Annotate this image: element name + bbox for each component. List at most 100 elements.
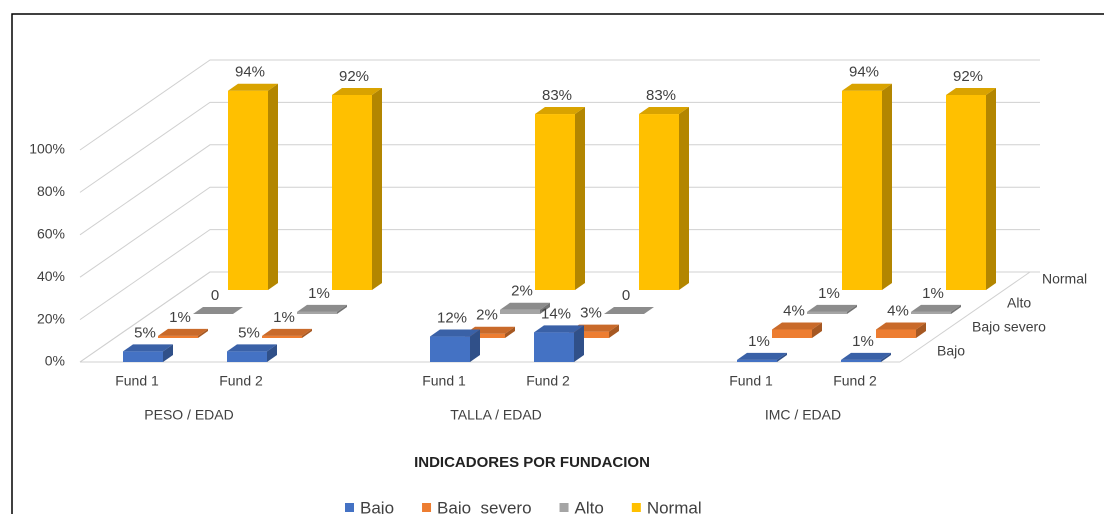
bar-front: [332, 94, 372, 291]
bar: [876, 322, 926, 338]
bar-top: [535, 107, 585, 115]
bar-side: [882, 83, 892, 290]
bar-side: [575, 107, 585, 290]
bar-side: [609, 324, 619, 338]
bar-front: [772, 329, 812, 338]
grid-line: [79, 271, 1040, 363]
data-label: 92%: [953, 68, 983, 85]
data-label: 94%: [235, 64, 265, 81]
grid-line: [79, 101, 1040, 193]
bar: [430, 329, 480, 362]
grid-line: [79, 186, 1040, 278]
data-label: 92%: [339, 68, 369, 85]
bar: [737, 352, 787, 362]
bar: [332, 87, 382, 291]
bar-side: [470, 329, 480, 362]
x-tick-label: Fund 1: [422, 373, 466, 389]
x-tick-label: Fund 2: [219, 373, 263, 389]
bar-top: [262, 328, 312, 336]
bar: [535, 107, 585, 290]
bar-front: [430, 336, 470, 362]
legend-label: Alto: [575, 498, 604, 514]
bar-top: [297, 304, 347, 312]
data-label: 0: [211, 287, 219, 304]
bar-front: [737, 359, 777, 362]
bar: [123, 344, 173, 362]
bar-side: [951, 304, 961, 314]
bar-top: [946, 87, 996, 95]
bar-front: [911, 311, 951, 314]
bar-top: [227, 344, 277, 352]
bar-top: [841, 352, 891, 360]
bar: [534, 325, 584, 362]
bar-top: [430, 329, 480, 337]
bar-side: [302, 328, 312, 338]
bar-front: [807, 311, 847, 314]
data-label: 2%: [511, 283, 533, 300]
group-label: IMC / EDAD: [765, 407, 841, 423]
bar-side: [540, 302, 550, 314]
legend-swatch: [422, 503, 432, 512]
bar: [842, 83, 892, 290]
bar-side: [267, 344, 277, 362]
bar-front: [534, 332, 574, 362]
bar-front: [123, 351, 163, 362]
bar-top: [737, 352, 787, 360]
bar-front: [500, 309, 540, 314]
bar-front: [227, 351, 267, 362]
data-label: 5%: [134, 324, 156, 341]
bar-top: [807, 304, 857, 312]
y-tick-label: 80%: [37, 183, 65, 199]
y-tick-label: 40%: [37, 268, 65, 284]
bar-top: [500, 302, 550, 310]
bar-top: [772, 322, 822, 330]
depth-label: Bajo severo: [972, 319, 1046, 335]
data-label: 1%: [748, 333, 770, 350]
bar-top: [534, 325, 584, 333]
bar: [772, 322, 822, 338]
depth-label: Bajo: [937, 343, 965, 359]
y-tick-label: 20%: [37, 310, 65, 326]
legend-label: Normal: [647, 498, 702, 514]
bar-side: [505, 326, 515, 338]
grid-line: [79, 229, 1040, 321]
bar-side: [847, 304, 857, 314]
data-label: 1%: [308, 285, 330, 302]
bar-top: [193, 307, 243, 314]
legend-swatch: [345, 503, 354, 512]
data-label: 5%: [238, 324, 260, 341]
bar-top: [604, 307, 654, 314]
bar-front: [876, 329, 916, 338]
bar-front: [946, 94, 986, 291]
bar: [297, 304, 347, 314]
bar-front: [639, 114, 679, 290]
x-tick-label: Fund 1: [115, 373, 159, 389]
data-label: 4%: [783, 302, 805, 319]
data-label: 83%: [646, 87, 676, 104]
bar-side: [163, 344, 173, 362]
group-label: TALLA / EDAD: [450, 407, 542, 423]
bar-top: [639, 107, 689, 115]
data-label: 4%: [887, 302, 909, 319]
bar-side: [916, 322, 926, 338]
bar-front: [228, 90, 268, 290]
bar-side: [881, 352, 891, 362]
bar-side: [372, 87, 382, 291]
grid-line: [79, 144, 1040, 236]
depth-label: Alto: [1007, 295, 1031, 311]
legend-swatch: [559, 503, 569, 512]
bar-top: [228, 83, 278, 91]
x-tick-label: Fund 2: [833, 373, 877, 389]
bar-side: [679, 107, 689, 290]
bar: [227, 344, 277, 362]
data-label: 1%: [818, 285, 840, 302]
bar-front: [842, 90, 882, 290]
bar-top: [911, 304, 961, 312]
bar-top: [332, 87, 382, 95]
bar: [807, 304, 857, 314]
bar-front: [262, 335, 302, 338]
bar-front: [569, 331, 609, 338]
bar-side: [337, 304, 347, 314]
bar-side: [777, 352, 787, 362]
